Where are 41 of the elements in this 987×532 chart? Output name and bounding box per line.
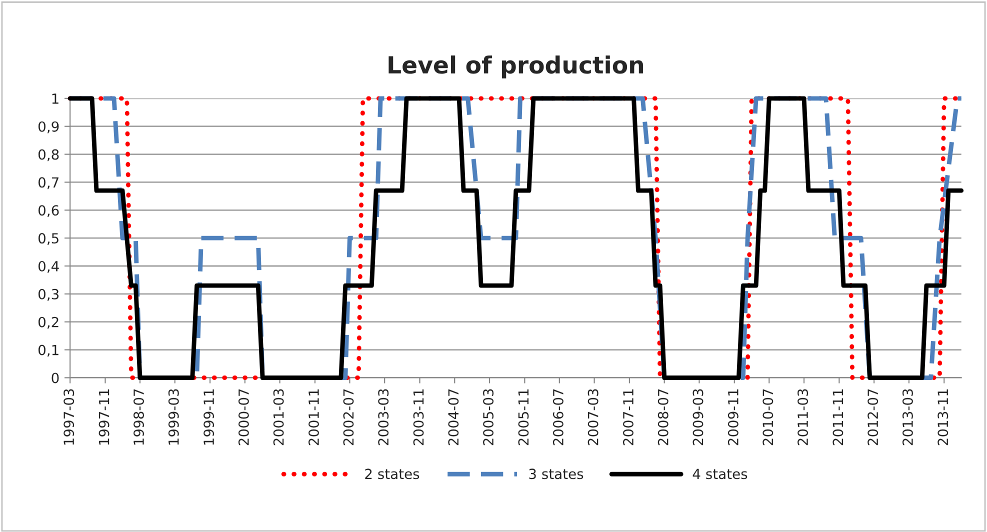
x-tick-label: 2007-11 — [622, 389, 634, 446]
x-tick-label: 2012-07 — [868, 389, 878, 446]
x-tick-label: 2001-11 — [308, 389, 319, 446]
y-tick-label: 0,7 — [38, 177, 58, 190]
x-tick-label: 2013-03 — [902, 389, 913, 446]
legend-label: 3 states — [529, 468, 584, 480]
x-tick-label: 1997-11 — [98, 389, 110, 445]
x-tick-label: 2008-07 — [658, 389, 668, 446]
y-tick-label: 0,9 — [38, 121, 59, 134]
x-tick-label: 2013-11 — [938, 389, 948, 446]
x-tick-label: 2000-07 — [238, 389, 249, 446]
y-tick-label: 0,3 — [38, 288, 59, 301]
chart-title: Level of production — [388, 55, 644, 78]
y-tick-label: 1 — [52, 94, 58, 104]
x-tick-label: 2011-11 — [832, 389, 844, 446]
x-tick-label: 1999-03 — [168, 389, 179, 445]
x-tick-label: 1997-03 — [64, 389, 74, 445]
y-tick-label: 0,2 — [38, 316, 58, 329]
x-tick-label: 2001-03 — [273, 389, 284, 446]
y-tick-label: 0,1 — [38, 344, 58, 357]
x-tick-label: 2004-07 — [448, 389, 459, 446]
x-tick-label: 2007-03 — [588, 389, 598, 446]
x-tick-label: 2011-03 — [798, 389, 808, 446]
y-tick-label: 0,6 — [38, 205, 59, 218]
y-tick-label: 0,4 — [38, 260, 59, 273]
legend-label: 2 states — [365, 468, 420, 480]
x-tick-label: 2003-11 — [413, 389, 424, 446]
x-tick-label: 2005-03 — [483, 389, 494, 446]
x-tick-label: 2002-07 — [343, 389, 354, 446]
x-tick-label: 2006-07 — [552, 389, 564, 446]
x-tick-label: 1999-11 — [204, 389, 214, 445]
x-tick-label: 2003-03 — [378, 389, 389, 446]
legend-label: 4 states — [692, 468, 748, 480]
y-tick-label: 0,8 — [38, 149, 59, 162]
y-tick-label: 0 — [52, 372, 59, 384]
x-tick-label: 2005-11 — [518, 389, 529, 446]
x-tick-label: 2010-07 — [762, 389, 774, 446]
x-tick-label: 2009-11 — [728, 389, 738, 446]
x-tick-label: 2009-03 — [692, 389, 704, 446]
y-tick-label: 0,5 — [38, 233, 58, 245]
x-tick-label: 1998-07 — [134, 389, 144, 445]
